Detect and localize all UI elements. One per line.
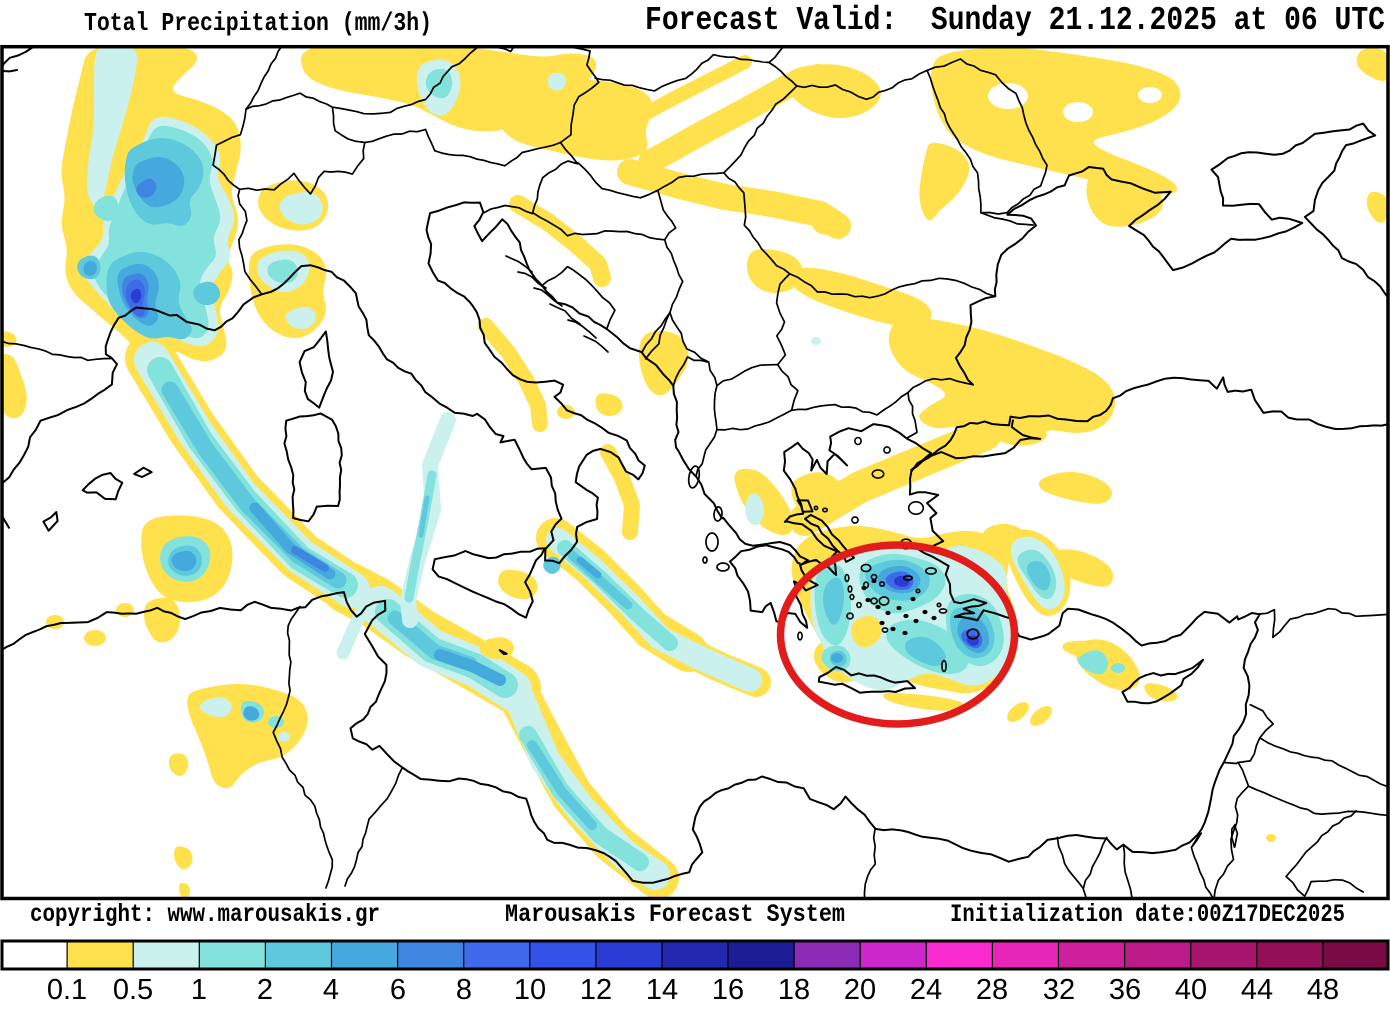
svg-text:0.5: 0.5 (113, 974, 153, 1006)
svg-text:16: 16 (712, 974, 744, 1006)
svg-text:copyright: www.marousakis.gr: copyright: www.marousakis.gr (30, 900, 380, 929)
svg-text:24: 24 (910, 974, 942, 1006)
svg-text:Marousakis Forecast System: Marousakis Forecast System (505, 900, 845, 929)
svg-text:12: 12 (580, 974, 612, 1006)
svg-text:28: 28 (976, 974, 1008, 1006)
svg-text:44: 44 (1241, 974, 1273, 1006)
svg-text:36: 36 (1109, 974, 1141, 1006)
svg-text:40: 40 (1175, 974, 1207, 1006)
svg-text:Forecast Valid: Sunday 21.12.: Forecast Valid: Sunday 21.12.2025 at 06 … (645, 2, 1385, 39)
svg-text:1: 1 (191, 974, 207, 1006)
svg-text:48: 48 (1307, 974, 1339, 1006)
svg-text:32: 32 (1043, 974, 1075, 1006)
svg-text:4: 4 (323, 974, 339, 1006)
svg-text:14: 14 (646, 974, 678, 1006)
svg-text:6: 6 (390, 974, 406, 1006)
svg-text:8: 8 (456, 974, 472, 1006)
svg-text:2: 2 (257, 974, 273, 1006)
svg-text:0.1: 0.1 (47, 974, 87, 1006)
svg-text:18: 18 (778, 974, 810, 1006)
svg-text:Total Precipitation (mm/3h): Total Precipitation (mm/3h) (84, 8, 432, 38)
svg-text:20: 20 (844, 974, 876, 1006)
svg-text:Initialization date:00Z17DEC20: Initialization date:00Z17DEC2025 (950, 900, 1345, 929)
svg-text:10: 10 (514, 974, 546, 1006)
